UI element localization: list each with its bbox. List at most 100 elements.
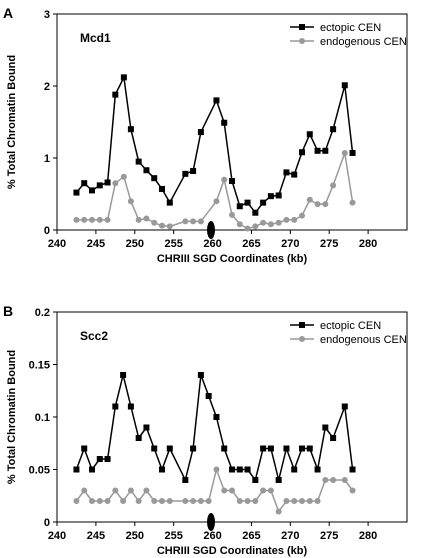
data-point (267, 445, 274, 452)
data-point (341, 149, 348, 156)
x-axis-label: CHRIII SGD Coordinates (kb) (157, 545, 308, 557)
data-point (120, 74, 127, 81)
data-point (127, 487, 134, 494)
data-point (299, 445, 305, 452)
plot-frame (56, 13, 408, 231)
series-endogenous-cen (73, 149, 356, 232)
data-point (197, 129, 204, 136)
data-point (143, 167, 150, 174)
data-point (135, 216, 142, 223)
data-point (73, 216, 80, 223)
x-tick-label: 240 (48, 238, 66, 250)
data-point (349, 199, 356, 206)
data-point (213, 97, 220, 104)
data-point (120, 498, 127, 504)
x-tick-label: 240 (48, 530, 66, 542)
data-point (267, 193, 274, 200)
data-point (252, 477, 259, 483)
legend-label: endogenous CEN (320, 334, 407, 346)
data-point (349, 466, 356, 473)
data-point (275, 192, 282, 199)
data-point (151, 175, 158, 182)
y-tick-label: 0.2 (35, 307, 50, 319)
data-point (151, 445, 158, 452)
series-line (76, 152, 354, 230)
data-point (349, 487, 356, 494)
x-tick-label: 260 (203, 530, 221, 542)
data-point (299, 212, 305, 219)
data-point (81, 487, 88, 494)
y-tick-label: 0.05 (29, 465, 50, 477)
data-point (322, 477, 329, 483)
data-point (112, 487, 119, 494)
legend-label: ectopic CEN (320, 320, 381, 332)
data-point (112, 91, 119, 98)
data-point (213, 414, 220, 420)
data-point (159, 222, 165, 229)
data-point (182, 218, 189, 225)
data-point (244, 199, 251, 206)
legend: ectopic CEN endogenous CEN (290, 22, 407, 48)
series-ectopic-cen (73, 372, 356, 483)
data-point (166, 498, 173, 504)
data-point (291, 171, 298, 178)
x-tick-label: 250 (126, 238, 144, 250)
data-point (190, 218, 197, 225)
data-point (314, 147, 321, 154)
data-point (190, 445, 197, 452)
data-point (306, 445, 313, 452)
panel-label: B (3, 303, 13, 319)
data-point (182, 477, 189, 483)
x-tick-label: 270 (281, 530, 299, 542)
data-point (299, 149, 305, 156)
data-point (205, 393, 212, 399)
x-tick-label: 275 (320, 238, 338, 250)
data-point (190, 498, 197, 504)
data-point (299, 498, 305, 504)
x-tick-label: 255 (164, 238, 182, 250)
chart-title: Mcd1 (80, 31, 111, 45)
legend-label: ectopic CEN (320, 22, 381, 34)
x-tick-label: 245 (87, 238, 105, 250)
data-point (314, 201, 321, 208)
data-point (252, 498, 259, 504)
data-point (283, 169, 290, 176)
data-point (330, 477, 337, 483)
centromere-marker (207, 221, 215, 239)
data-point (291, 466, 298, 473)
data-point (182, 170, 189, 177)
data-point (229, 487, 235, 494)
data-point (221, 445, 228, 452)
data-point (291, 498, 298, 504)
y-tick-label: 3 (44, 9, 50, 21)
data-point (89, 187, 95, 194)
x-axis-label: CHRIII SGD Coordinates (kb) (157, 253, 308, 265)
data-point (159, 498, 165, 504)
data-point (151, 219, 158, 226)
data-point (341, 82, 348, 89)
legend-marker (299, 38, 305, 44)
data-point (159, 185, 165, 192)
data-point (135, 435, 142, 441)
x-tick-label: 280 (359, 530, 377, 542)
data-point (96, 456, 103, 462)
data-point (322, 424, 329, 431)
x-tick-label: 270 (281, 238, 299, 250)
data-point (221, 487, 228, 494)
data-point (267, 487, 274, 494)
data-point (229, 178, 235, 185)
data-point (159, 466, 165, 473)
data-point (104, 216, 111, 223)
series-line (75, 74, 354, 214)
data-point (96, 216, 103, 223)
data-point (89, 498, 95, 504)
data-point (306, 131, 313, 138)
data-point (213, 198, 220, 205)
data-point (275, 219, 282, 226)
data-point (330, 126, 337, 133)
data-point (112, 180, 119, 187)
data-point (260, 445, 267, 452)
y-tick-label: 0.15 (29, 360, 50, 372)
data-point (81, 216, 88, 223)
